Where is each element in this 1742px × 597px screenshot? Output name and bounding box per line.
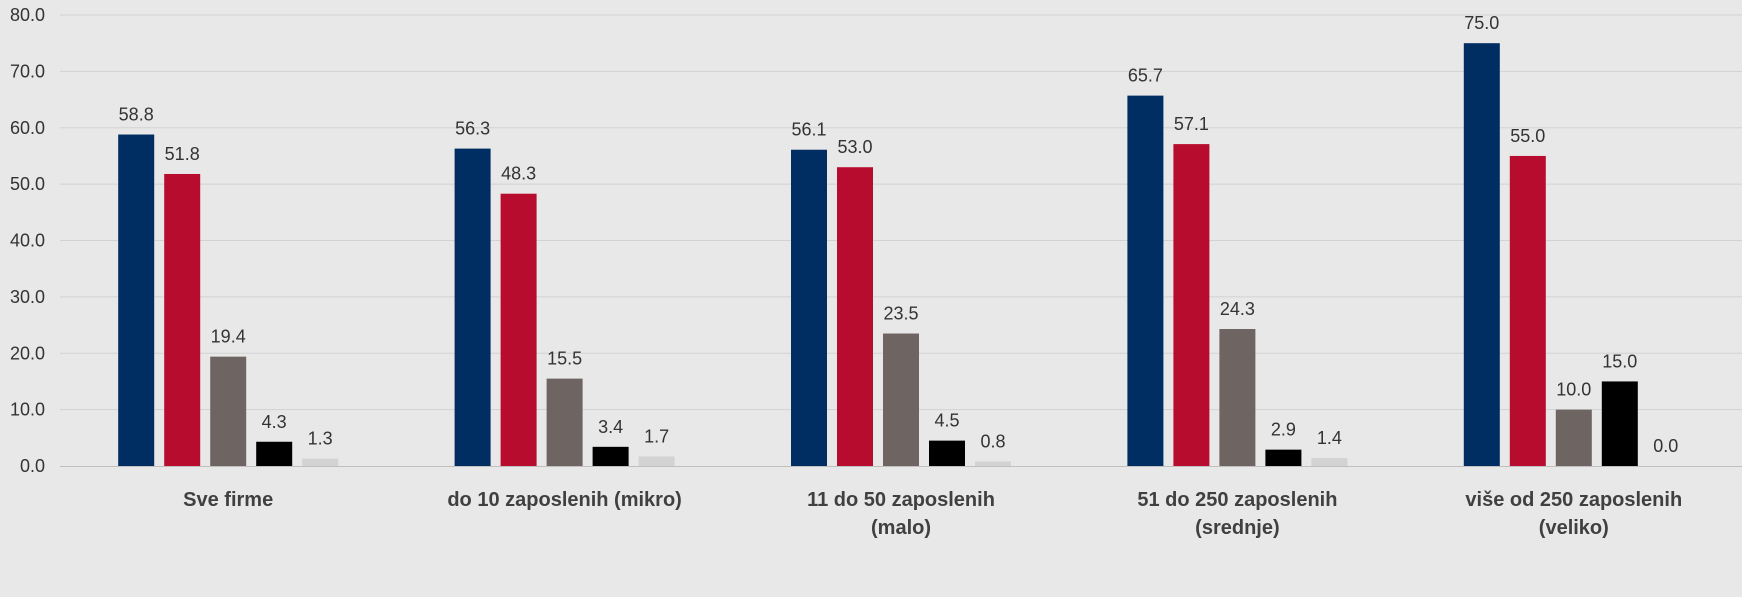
data-label: 53.0	[837, 137, 872, 157]
y-tick-label: 40.0	[10, 231, 45, 251]
data-label: 51.8	[165, 144, 200, 164]
bar	[1311, 458, 1348, 466]
data-label: 56.3	[455, 119, 490, 139]
data-label: 0.0	[1653, 436, 1678, 456]
bar	[164, 173, 201, 467]
data-label: 1.7	[644, 426, 669, 446]
bar	[500, 193, 537, 467]
bar	[791, 149, 827, 466]
category-label-line: (srednje)	[1195, 517, 1279, 539]
y-tick-label: 0.0	[20, 456, 45, 476]
bar	[638, 456, 675, 466]
category-label-line: 11 do 50 zaposlenih	[807, 489, 995, 511]
y-tick-label: 30.0	[10, 287, 45, 307]
bar	[1219, 329, 1256, 466]
data-label: 1.4	[1317, 428, 1342, 448]
data-label: 3.4	[598, 417, 623, 437]
category-label-line: (malo)	[871, 517, 931, 539]
bar	[592, 446, 629, 466]
bar	[1127, 95, 1164, 467]
data-label: 10.0	[1556, 380, 1591, 400]
category-label-line: više od 250 zaposlenih	[1465, 489, 1682, 511]
data-label: 4.5	[934, 411, 959, 431]
gridlines	[60, 14, 1742, 411]
category-label: 51 do 250 zaposlenih (srednje)	[1137, 489, 1337, 539]
bar	[837, 167, 873, 466]
data-label: 19.4	[211, 327, 246, 347]
data-labels: 58.8 51.8 19.4 4.3 1.3 56.3 48.3 15.5 3.4 1.7 56.1…	[119, 13, 1679, 456]
category-label: 11 do 50 zaposlenih (malo)	[807, 489, 995, 539]
bar	[118, 134, 155, 466]
y-tick-label: 80.0	[10, 5, 45, 25]
category-label: više od 250 zaposlenih (veliko)	[1465, 489, 1682, 539]
category-label-line: 51 do 250 zaposlenih	[1137, 489, 1337, 511]
bar	[302, 458, 339, 466]
data-label: 55.0	[1510, 126, 1545, 146]
bar	[883, 333, 919, 466]
data-label: 15.0	[1602, 351, 1637, 371]
data-label: 56.1	[791, 120, 826, 140]
data-label: 65.7	[1128, 66, 1163, 86]
y-tick-label: 10.0	[10, 400, 45, 420]
data-label: 15.5	[547, 349, 582, 369]
data-label: 4.3	[262, 412, 287, 432]
bar	[1173, 144, 1210, 466]
bar	[454, 148, 491, 466]
data-label: 0.8	[980, 431, 1005, 451]
bars	[118, 43, 1638, 467]
bar	[929, 440, 965, 466]
data-label: 48.3	[501, 164, 536, 184]
data-label: 24.3	[1220, 299, 1255, 319]
bar	[975, 461, 1011, 466]
category-label: do 10 zaposlenih (mikro)	[447, 489, 681, 511]
data-label: 75.0	[1464, 13, 1499, 33]
x-axis: Sve firme do 10 zaposlenih (mikro) 11 do 5…	[183, 489, 1682, 539]
category-label-line: do 10 zaposlenih (mikro)	[447, 489, 681, 511]
bar	[546, 378, 583, 466]
category-label-line: (veliko)	[1539, 517, 1609, 539]
y-tick-label: 50.0	[10, 174, 45, 194]
bar	[210, 356, 247, 466]
y-tick-label: 60.0	[10, 118, 45, 138]
y-tick-label: 20.0	[10, 343, 45, 363]
data-label: 57.1	[1174, 114, 1209, 134]
category-label-line: Sve firme	[183, 489, 273, 511]
bar	[1555, 409, 1592, 466]
data-label: 2.9	[1271, 420, 1296, 440]
bar	[256, 441, 293, 466]
data-label: 23.5	[883, 304, 918, 324]
y-tick-label: 70.0	[10, 61, 45, 81]
data-label: 1.3	[308, 429, 333, 449]
bar	[1463, 43, 1500, 466]
category-label: Sve firme	[183, 489, 273, 511]
bar	[1509, 155, 1546, 466]
bar	[1601, 381, 1638, 466]
bar	[1265, 449, 1302, 466]
data-label: 58.8	[119, 105, 154, 125]
y-axis: 0.0 10.0 20.0 30.0 40.0 50.0 60.0 70.0 80.0	[10, 5, 45, 476]
